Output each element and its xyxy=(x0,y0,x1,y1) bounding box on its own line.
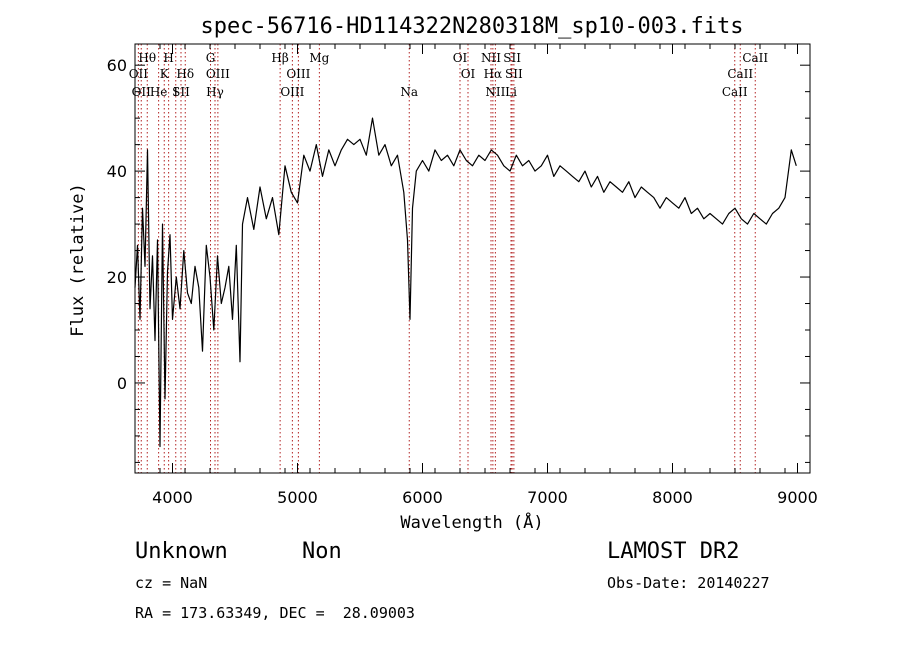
line-label-12: Hβ xyxy=(271,51,288,65)
x-tick-label-0: 4000 xyxy=(152,488,193,507)
y-axis-label: Flux (relative) xyxy=(68,183,88,337)
spectrum-plot: spec-56716-HD114322N280318M_sp10-003.fit… xyxy=(68,14,818,533)
y-tick-label-3: 60 xyxy=(107,56,127,75)
spectrum-line xyxy=(134,117,797,448)
observation-date: Obs-Date: 20140227 xyxy=(607,574,770,592)
line-label-24: SII xyxy=(505,67,523,81)
x-axis: 4000 5000 6000 7000 8000 9000 xyxy=(134,44,818,507)
line-label-8: Hδ xyxy=(176,67,194,81)
coordinates: RA = 173.63349, DEC = 28.09003 xyxy=(135,604,415,622)
y-tick-label-2: 40 xyxy=(107,162,127,181)
line-label-19: NII xyxy=(481,51,501,65)
line-label-0: OII xyxy=(129,67,149,81)
y-tick-label-1: 20 xyxy=(107,268,127,287)
line-label-5: H xyxy=(163,51,173,65)
x-tick-label-5: 9000 xyxy=(777,488,818,507)
object-subclass: Non xyxy=(302,539,342,564)
line-label-4: K xyxy=(160,67,170,81)
line-label-14: OIII xyxy=(286,67,310,81)
line-label-9: G xyxy=(206,51,216,65)
y-tick-label-0: 0 xyxy=(117,374,127,393)
line-label-22: Li xyxy=(505,85,517,99)
line-label-11: OIII xyxy=(206,67,230,81)
line-label-10: Hγ xyxy=(206,85,224,99)
line-label-25: CaII xyxy=(722,85,748,99)
object-class: Unknown xyxy=(135,539,228,564)
spectral-line-labels: OIIOIIHθHeKHISIIHδGHγOIIIHβOIIIOIIIMgNaO… xyxy=(129,51,769,99)
line-label-20: Hα xyxy=(484,67,503,81)
line-label-1: OII xyxy=(132,85,152,99)
line-label-13: OIII xyxy=(280,85,304,99)
chart-title: spec-56716-HD114322N280318M_sp10-003.fit… xyxy=(200,14,743,39)
line-label-15: Mg xyxy=(309,51,329,65)
y-axis: 0 20 40 60 xyxy=(107,56,810,463)
line-label-23: SII xyxy=(503,51,521,65)
line-label-16: Na xyxy=(400,85,418,99)
x-tick-label-3: 7000 xyxy=(527,488,568,507)
line-label-2: Hθ xyxy=(138,51,156,65)
x-tick-label-4: 8000 xyxy=(652,488,693,507)
redshift-cz: cz = NaN xyxy=(135,574,208,592)
spectral-line-markers xyxy=(137,44,756,473)
line-label-17: OI xyxy=(453,51,468,65)
survey-name: LAMOST DR2 xyxy=(607,539,740,564)
line-label-6: I xyxy=(173,85,178,99)
line-label-26: CaII xyxy=(727,67,753,81)
line-label-21: NII xyxy=(485,85,505,99)
plot-frame xyxy=(134,43,811,474)
line-label-3: He xyxy=(150,85,168,99)
line-label-7: SII xyxy=(172,85,190,99)
x-tick-label-1: 5000 xyxy=(277,488,318,507)
line-label-27: CaII xyxy=(742,51,768,65)
x-tick-label-2: 6000 xyxy=(402,488,443,507)
line-label-18: OI xyxy=(461,67,476,81)
x-axis-label: Wavelength (Å) xyxy=(400,511,543,533)
